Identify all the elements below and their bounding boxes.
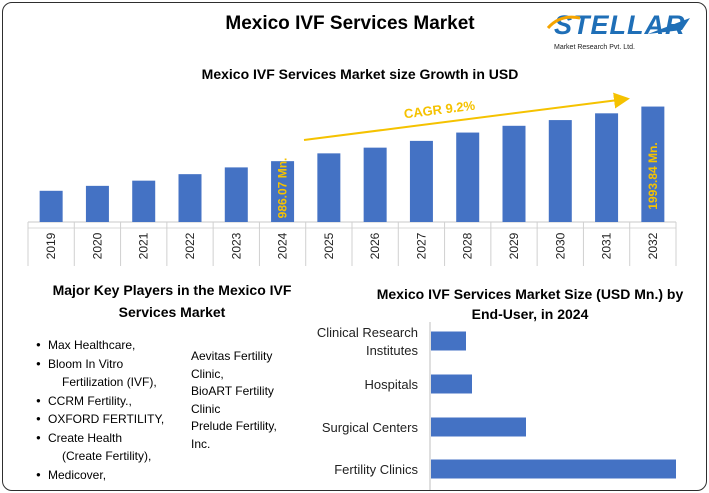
hbar-3	[431, 459, 676, 479]
bar-2032	[641, 106, 665, 222]
hbar-0	[431, 331, 466, 351]
y-tick-label: Hospitals	[365, 377, 419, 392]
bar-2026	[363, 147, 387, 222]
bar-2024	[271, 161, 295, 222]
logo-subtitle: Market Research Pvt. Ltd.	[554, 44, 635, 51]
bar-2019	[39, 190, 63, 222]
y-tick-label: Surgical Centers	[322, 420, 419, 435]
key-players-title: Major Key Players in the Mexico IVF Serv…	[52, 282, 292, 320]
bar-2025	[317, 153, 341, 222]
key-player-item: Medicover,	[36, 466, 186, 485]
key-player-item: Prelude Fertility, Inc.	[191, 419, 277, 451]
bar-2020	[85, 185, 109, 222]
x-tick-label: 2023	[229, 232, 243, 259]
y-tick-label: Clinical Research Institutes	[317, 325, 419, 358]
data-label-2024: 986.07 Mn.	[276, 158, 290, 219]
stellar-logo: STELLAR Market Research Pvt. Ltd.	[540, 8, 700, 56]
bar-2031	[595, 113, 619, 222]
key-players-list-2: Aevitas Fertility Clinic, BioART Fertilit…	[191, 348, 301, 453]
x-tick-label: 2032	[646, 232, 660, 259]
key-player-item: Create Health(Create Fertility),	[36, 429, 186, 466]
x-tick-label: 2022	[183, 232, 197, 259]
x-tick-label: 2026	[368, 232, 382, 259]
x-tick-label: 2024	[276, 232, 290, 259]
bar-2021	[132, 180, 156, 222]
hbar-1	[431, 374, 472, 394]
x-tick-label: 2028	[461, 232, 475, 259]
bar-2029	[502, 125, 526, 222]
x-tick-label: 2031	[600, 232, 614, 259]
x-tick-label: 2027	[414, 232, 428, 259]
y-tick-label: Fertility Clinics	[334, 462, 418, 477]
key-player-item: OXFORD FERTILITY,	[36, 410, 186, 429]
logo-text: STELLAR	[554, 10, 686, 40]
x-tick-label: 2019	[44, 232, 58, 259]
cagr-arrow-icon	[303, 92, 630, 141]
x-tick-label: 2029	[507, 232, 521, 259]
key-player-item: Max Healthcare,	[36, 336, 186, 355]
growth-chart-title: Mexico IVF Services Market size Growth i…	[201, 66, 519, 82]
x-tick-label: 2030	[553, 232, 567, 259]
x-tick-label: 2021	[137, 232, 151, 259]
bar-2028	[456, 132, 480, 222]
key-player-item: CCRM Fertility.,	[36, 392, 186, 411]
logo-swoosh-icon	[546, 15, 690, 34]
enduser-chart-title: Mexico IVF Services Market Size (USD Mn.…	[376, 286, 684, 322]
data-label-2032: 1993.84 Mn.	[646, 142, 660, 209]
x-tick-label: 2020	[90, 232, 104, 259]
bar-2030	[548, 120, 572, 222]
bar-2027	[409, 140, 433, 222]
key-player-item: BioART Fertility Clinic	[191, 384, 274, 416]
page-title: Mexico IVF Services Market	[225, 13, 475, 34]
bar-2022	[178, 174, 202, 222]
key-players-list-1: Max Healthcare,Bloom In VitroFertilizati…	[36, 336, 186, 484]
hbar-2	[431, 417, 526, 437]
x-tick-label: 2025	[322, 232, 336, 259]
bar-2023	[224, 167, 248, 222]
key-player-item: Aevitas Fertility Clinic,	[191, 349, 273, 381]
